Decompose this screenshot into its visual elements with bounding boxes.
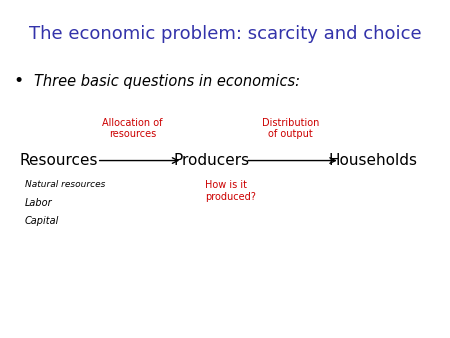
Text: Allocation of
resources: Allocation of resources [103, 118, 163, 139]
Text: Resources: Resources [19, 153, 98, 168]
Text: •: • [14, 72, 24, 90]
Text: Labor: Labor [25, 198, 52, 208]
Text: Distribution
of output: Distribution of output [261, 118, 319, 139]
Text: Natural resources: Natural resources [25, 180, 105, 189]
Text: Producers: Producers [173, 153, 250, 168]
Text: How is it
produced?: How is it produced? [205, 180, 256, 202]
Text: The economic problem: scarcity and choice: The economic problem: scarcity and choic… [29, 25, 421, 43]
Text: Households: Households [329, 153, 418, 168]
Text: Capital: Capital [25, 216, 59, 226]
Text: Three basic questions in economics:: Three basic questions in economics: [34, 74, 300, 89]
